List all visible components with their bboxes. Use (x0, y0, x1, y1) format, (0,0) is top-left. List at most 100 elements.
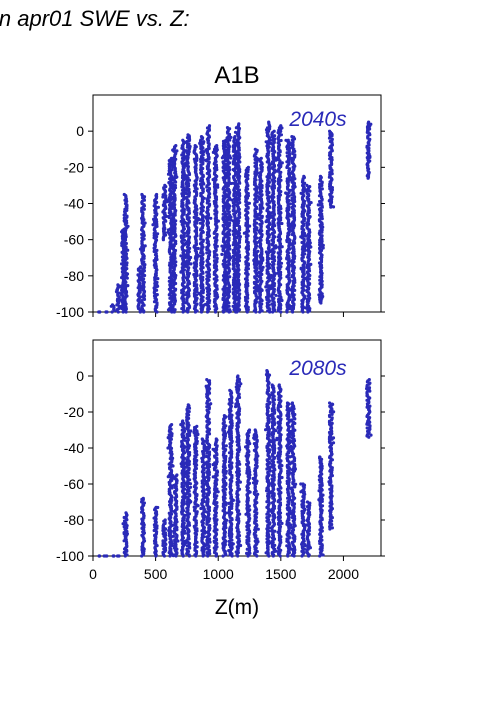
data-point (299, 235, 303, 239)
data-point (286, 265, 290, 269)
data-point (120, 243, 124, 248)
scatter-column (104, 310, 109, 314)
data-point (212, 185, 217, 189)
data-point (122, 227, 126, 231)
data-point (126, 284, 130, 288)
data-point (167, 528, 171, 533)
data-point (292, 241, 297, 245)
data-point (192, 157, 196, 161)
data-point (247, 201, 251, 205)
data-point (327, 199, 331, 203)
data-point (320, 236, 324, 241)
data-point (238, 235, 242, 239)
data-point (270, 273, 274, 278)
data-point (235, 203, 239, 207)
data-point (173, 203, 177, 207)
data-point (277, 163, 281, 167)
data-point (264, 220, 268, 224)
data-point (285, 256, 289, 260)
data-point (236, 233, 240, 237)
scatter-column (152, 505, 160, 558)
data-point (278, 252, 282, 256)
data-point (166, 436, 170, 440)
data-point (276, 271, 280, 275)
data-point (321, 294, 325, 299)
data-point (319, 263, 323, 267)
y-tick-label: -100 (56, 304, 84, 320)
data-point (304, 234, 308, 238)
data-point (253, 147, 257, 151)
data-point (202, 140, 206, 144)
data-point (289, 157, 293, 161)
data-point (261, 258, 265, 262)
data-point (189, 255, 193, 260)
data-point (242, 231, 246, 235)
data-point (143, 221, 147, 225)
data-point (137, 286, 141, 290)
data-point (270, 186, 274, 190)
scatter-column (151, 192, 160, 314)
data-point (181, 297, 186, 301)
data-point (237, 195, 241, 199)
scatter-column (109, 303, 116, 314)
data-point (331, 205, 336, 209)
data-point (170, 226, 174, 231)
data-point (235, 242, 239, 246)
data-point (223, 262, 227, 266)
data-point (228, 247, 232, 251)
scatter-column (224, 126, 233, 314)
data-point (267, 299, 271, 303)
data-point (222, 247, 226, 251)
data-point (244, 194, 248, 198)
scatter-column (275, 124, 284, 314)
data-point (288, 238, 292, 242)
data-point (267, 234, 271, 238)
data-point (171, 148, 175, 152)
data-point (141, 273, 145, 277)
data-point (161, 227, 166, 231)
data-point (367, 173, 371, 177)
data-point (259, 190, 263, 194)
data-point (155, 293, 159, 297)
data-point (202, 196, 206, 200)
data-point (248, 224, 252, 228)
data-point (124, 532, 128, 536)
data-point (225, 234, 229, 238)
data-point (309, 262, 313, 266)
data-point (244, 203, 249, 207)
data-point (171, 534, 175, 538)
data-point (211, 178, 215, 182)
data-point (166, 475, 170, 479)
data-point (187, 150, 191, 154)
data-point (143, 244, 147, 248)
y-tick-label: -60 (64, 476, 84, 492)
data-point (303, 209, 307, 213)
y-tick-label: 0 (76, 123, 84, 139)
data-point (167, 181, 171, 185)
data-point (290, 144, 294, 148)
data-point (275, 156, 279, 160)
data-point (299, 267, 303, 271)
data-point (300, 305, 304, 309)
data-point (173, 183, 177, 188)
data-point (225, 245, 229, 249)
data-point (237, 278, 241, 282)
data-point (260, 229, 264, 233)
data-point (166, 230, 170, 234)
data-point (292, 276, 296, 280)
data-point (102, 554, 106, 558)
data-point (179, 234, 183, 238)
data-point (320, 222, 324, 226)
data-point (244, 217, 248, 221)
data-point (256, 280, 260, 284)
data-point (154, 552, 158, 557)
data-point (215, 144, 219, 148)
data-point (231, 181, 235, 185)
data-point (256, 261, 261, 265)
data-point (229, 256, 233, 260)
data-point (172, 248, 176, 252)
data-point (224, 158, 228, 163)
data-point (179, 270, 183, 274)
data-point (271, 303, 275, 307)
